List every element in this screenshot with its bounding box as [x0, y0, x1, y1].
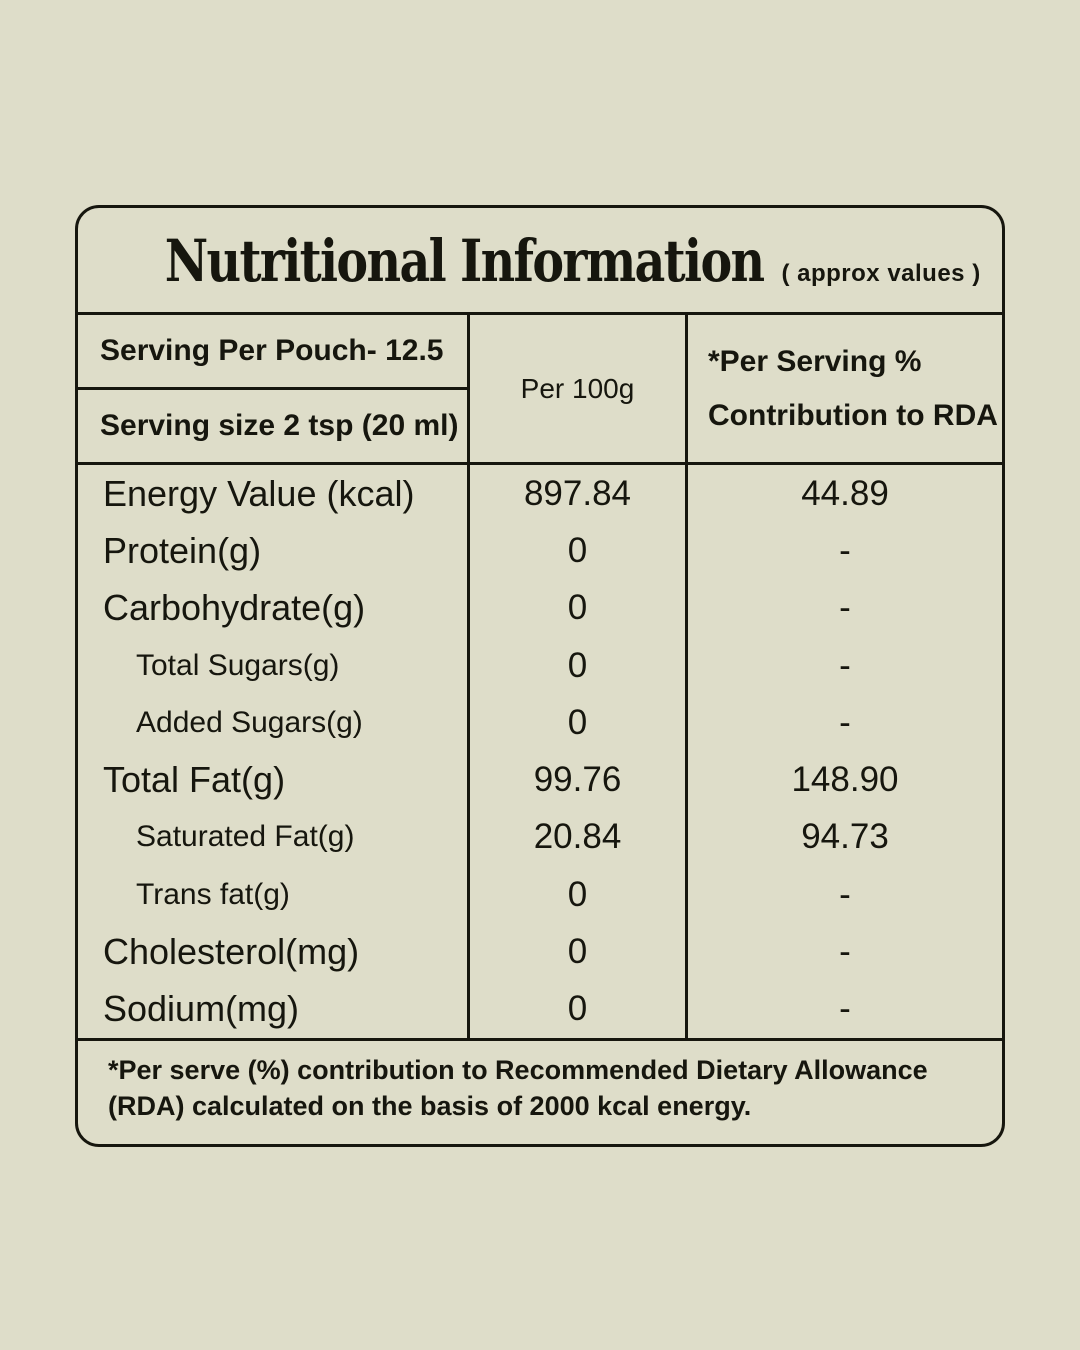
serving-size-label: Serving size 2 tsp (20 ml) [100, 409, 459, 442]
row-label: Cholesterol(mg) [78, 923, 470, 981]
row-label: Trans fat(g) [78, 866, 470, 924]
nutrition-panel: Nutritional Information ( approx values … [75, 205, 1005, 1147]
serving-info-cell: Serving Per Pouch- 12.5 Serving size 2 t… [78, 315, 470, 462]
row-rda-value: - [839, 530, 851, 570]
rda-header-line2: Contribution to RDA [708, 398, 998, 432]
rda-header: *Per Serving % Contribution to RDA [688, 315, 1002, 462]
row-per100g-value: 0 [470, 522, 688, 580]
row-per100g-value: 0 [470, 980, 688, 1038]
footnote-line1: *Per serve (%) contribution to Recommend… [108, 1055, 928, 1085]
title-note: ( approx values ) [781, 260, 981, 287]
row-per100g-value: 99.76 [470, 751, 688, 809]
row-rda-value: - [839, 874, 851, 914]
rda-header-line1: *Per Serving % [708, 344, 922, 378]
row-label: Added Sugars(g) [78, 694, 470, 752]
row-rda-value: - [839, 645, 851, 685]
table-body: Energy Value (kcal) 897.84 44.89 Protein… [78, 465, 1002, 1038]
row-rda-value: 94.73 [801, 817, 889, 857]
row-per100g-value: 0 [470, 694, 688, 752]
row-rda-value: - [839, 932, 851, 972]
row-label: Saturated Fat(g) [78, 808, 470, 867]
table-header: Serving Per Pouch- 12.5 Serving size 2 t… [78, 315, 1002, 465]
row-label: Sodium(mg) [78, 980, 470, 1038]
row-label: Total Fat(g) [78, 751, 470, 809]
row-per100g-value: 897.84 [470, 465, 688, 523]
title-section: Nutritional Information ( approx values … [78, 208, 1002, 315]
row-per100g-value: 20.84 [470, 808, 688, 867]
row-per100g-value: 0 [470, 579, 688, 637]
footnote: *Per serve (%) contribution to Recommend… [78, 1038, 1002, 1144]
per-100g-header: Per 100g [470, 315, 688, 462]
row-label: Carbohydrate(g) [78, 579, 470, 637]
serving-per-pouch-label: Serving Per Pouch- 12.5 [78, 315, 467, 390]
row-per100g-value: 0 [470, 923, 688, 981]
row-per100g-value: 0 [470, 866, 688, 924]
row-label: Protein(g) [78, 522, 470, 580]
row-rda-value: - [839, 702, 851, 742]
footnote-line2: (RDA) calculated on the basis of 2000 kc… [108, 1090, 752, 1121]
row-per100g-value: 0 [470, 636, 688, 695]
row-label: Energy Value (kcal) [78, 465, 470, 523]
row-rda-value: 44.89 [801, 473, 889, 513]
row-rda-value: - [839, 588, 851, 628]
page-title: Nutritional Information [164, 227, 765, 295]
row-rda-value: 148.90 [791, 760, 899, 800]
row-rda-value: - [839, 989, 851, 1029]
row-label: Total Sugars(g) [78, 636, 470, 695]
